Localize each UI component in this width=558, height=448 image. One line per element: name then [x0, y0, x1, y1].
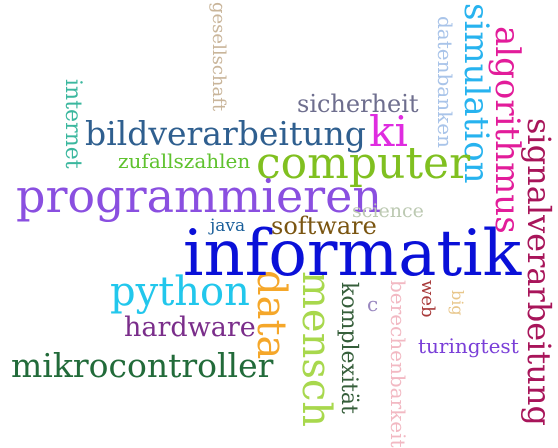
word-big: big	[448, 290, 467, 316]
word-computer: computer	[256, 138, 471, 189]
word-algorithmus: algorithmus	[487, 26, 527, 234]
word-cloud: gesellschaft internet datenbanken simula…	[11, 2, 558, 448]
word-gesellschaft: gesellschaft	[208, 2, 229, 112]
word-berechenbarkeit: berechenbarkeit	[386, 280, 410, 448]
word-ki: ki	[369, 107, 408, 156]
word-zufallszahlen: zufallszahlen	[118, 149, 251, 173]
word-informatik: informatik	[183, 217, 522, 291]
word-bildverarbeitung: bildverarbeitung	[85, 114, 366, 153]
word-python: python	[110, 269, 250, 315]
word-mikrocontroller: mikrocontroller	[11, 346, 274, 385]
word-software: software	[271, 212, 377, 240]
word-programmieren: programmieren	[16, 169, 383, 223]
word-hardware: hardware	[124, 312, 256, 343]
word-signalverarbeitung: signalverarbeitung	[520, 118, 558, 426]
word-internet: internet	[60, 79, 85, 169]
word-c: c	[367, 292, 379, 316]
word-science: science	[352, 200, 424, 222]
word-turingtest: turingtest	[418, 334, 519, 358]
word-datenbanken: datenbanken	[433, 16, 457, 148]
word-sicherheit: sicherheit	[297, 90, 419, 118]
word-komplexitaet: komplexität	[336, 282, 361, 414]
word-mensch: mensch	[293, 271, 339, 428]
word-java: java	[210, 216, 246, 236]
